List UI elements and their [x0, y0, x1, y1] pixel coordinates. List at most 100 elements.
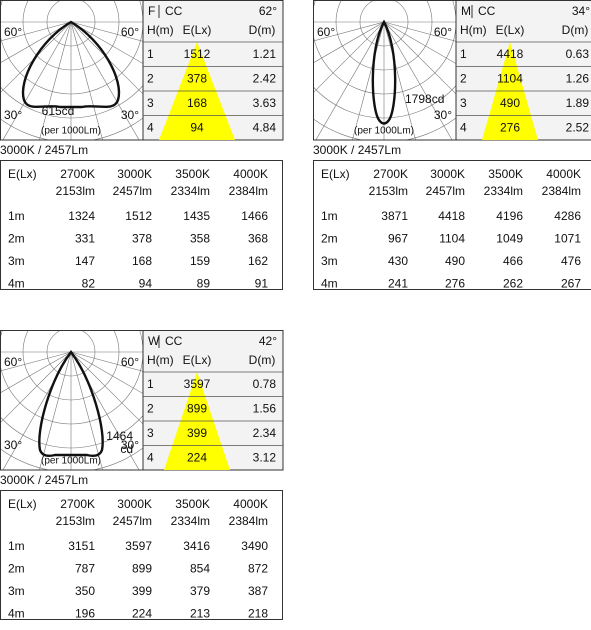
table-cell: 2: [147, 72, 154, 86]
intensity-label: 1798cd: [405, 92, 444, 106]
lux-value: 490: [445, 254, 465, 268]
table-cell: 3: [147, 426, 154, 440]
beam-code: F: [148, 4, 155, 18]
lux-value: 378: [132, 232, 152, 246]
cc-label: CC: [165, 334, 183, 348]
col-temp: 3000K: [430, 167, 465, 181]
lux-value: 82: [82, 277, 96, 291]
polar-spoke: [313, 21, 385, 42]
table-cell: 3: [460, 96, 467, 110]
distance-label: 4m: [321, 277, 338, 291]
col-temp: 2700K: [60, 497, 95, 511]
cc-label: CC: [165, 4, 183, 18]
beam-block: 60° 60° 30° 1798cd (per 1000Lm) M CC 34° H(m) E(L…: [313, 0, 591, 291]
table-cell: 0.63: [566, 47, 590, 61]
lux-value: 241: [388, 277, 408, 291]
table-cell: 1.21: [253, 47, 277, 61]
lux-value: 147: [75, 254, 95, 268]
caption: 3000K / 2457Lm: [0, 143, 88, 157]
beam-curve: [21, 20, 121, 109]
angle-label: 60°: [434, 25, 452, 39]
table-cell: 1: [147, 377, 154, 391]
col-flux: 2457lm: [426, 184, 465, 198]
lux-value: 1049: [496, 232, 523, 246]
note: (per 1000Lm): [41, 126, 101, 137]
beam-angle: 34°: [572, 4, 590, 18]
table-cell: 4418: [497, 47, 524, 61]
col-flux: 2384lm: [229, 514, 268, 528]
col-temp: 3500K: [175, 497, 210, 511]
col-temp: 3000K: [117, 167, 152, 181]
polar-spoke: [0, 351, 72, 394]
lux-value: 967: [388, 232, 408, 246]
table-cell: 2.52: [566, 121, 590, 135]
lumen-table-frame: [0, 490, 283, 620]
polar-spoke: [70, 21, 143, 95]
table-cell: 1104: [497, 72, 523, 86]
angle-label: 30°: [4, 438, 22, 452]
col-flux: 2334lm: [484, 184, 523, 198]
col-temp: 4000K: [546, 167, 581, 181]
col-temp: 3000K: [117, 497, 152, 511]
polar-spoke: [0, 21, 72, 42]
lux-value: 466: [503, 254, 523, 268]
polar-spoke: [383, 21, 456, 64]
col-temp: 2700K: [373, 167, 408, 181]
col-temp: 3500K: [488, 167, 523, 181]
lux-value: 91: [255, 277, 269, 291]
table-cell: 276: [500, 121, 520, 135]
angle-label: 30°: [121, 108, 139, 122]
distance-label: 1m: [8, 539, 25, 553]
lux-value: 476: [561, 254, 581, 268]
lux-value: 267: [561, 277, 581, 291]
table-cell: 3.63: [253, 96, 277, 110]
col-flux: 2457lm: [113, 184, 152, 198]
table-corner: E(Lx): [8, 497, 37, 511]
table-header: E(Lx): [496, 23, 525, 37]
angle-label: 60°: [317, 25, 335, 39]
col-flux: 2334lm: [171, 184, 210, 198]
table-corner: E(Lx): [321, 167, 350, 181]
polar-spoke: [70, 21, 103, 140]
polar-spoke: [39, 21, 72, 140]
table-cell: 2.34: [253, 426, 277, 440]
polar-spoke: [70, 21, 143, 42]
polar-spoke: [70, 21, 143, 64]
table-cell: 3.12: [253, 451, 277, 465]
table-header: D(m): [562, 23, 589, 37]
table-header: H(m): [460, 23, 487, 37]
angle-label: 60°: [121, 25, 139, 39]
lux-value: 1466: [241, 209, 268, 223]
lux-value: 1071: [554, 232, 581, 246]
table-cell: 3: [147, 96, 154, 110]
polar-spoke: [0, 21, 72, 64]
table-cell: 2: [460, 72, 467, 86]
col-flux: 2384lm: [229, 184, 268, 198]
table-header: E(Lx): [183, 23, 212, 37]
lux-value: 94: [139, 277, 153, 291]
lux-value: 4418: [438, 209, 465, 223]
beam-code: W: [148, 334, 160, 348]
lux-value: 350: [75, 584, 95, 598]
beam-angle: 62°: [259, 4, 277, 18]
lux-value: 3597: [125, 539, 152, 553]
lux-value: 262: [503, 277, 523, 291]
beam-angle: 42°: [259, 334, 277, 348]
lux-value: 368: [248, 232, 268, 246]
lux-value: 399: [132, 584, 152, 598]
lux-value: 3151: [68, 539, 95, 553]
table-cell: 378: [187, 72, 207, 86]
table-cell: 1.89: [566, 96, 590, 110]
table-corner: E(Lx): [8, 167, 37, 181]
beam-curve: [38, 349, 104, 458]
polar-diagram: [0, 0, 143, 140]
distance-label: 4m: [8, 607, 25, 621]
table-cell: 399: [187, 426, 207, 440]
lux-value: 3490: [241, 539, 268, 553]
polar-diagram: [0, 330, 143, 470]
lux-value: 331: [75, 232, 95, 246]
distance-label: 1m: [321, 209, 338, 223]
polar-spoke: [2, 21, 72, 140]
